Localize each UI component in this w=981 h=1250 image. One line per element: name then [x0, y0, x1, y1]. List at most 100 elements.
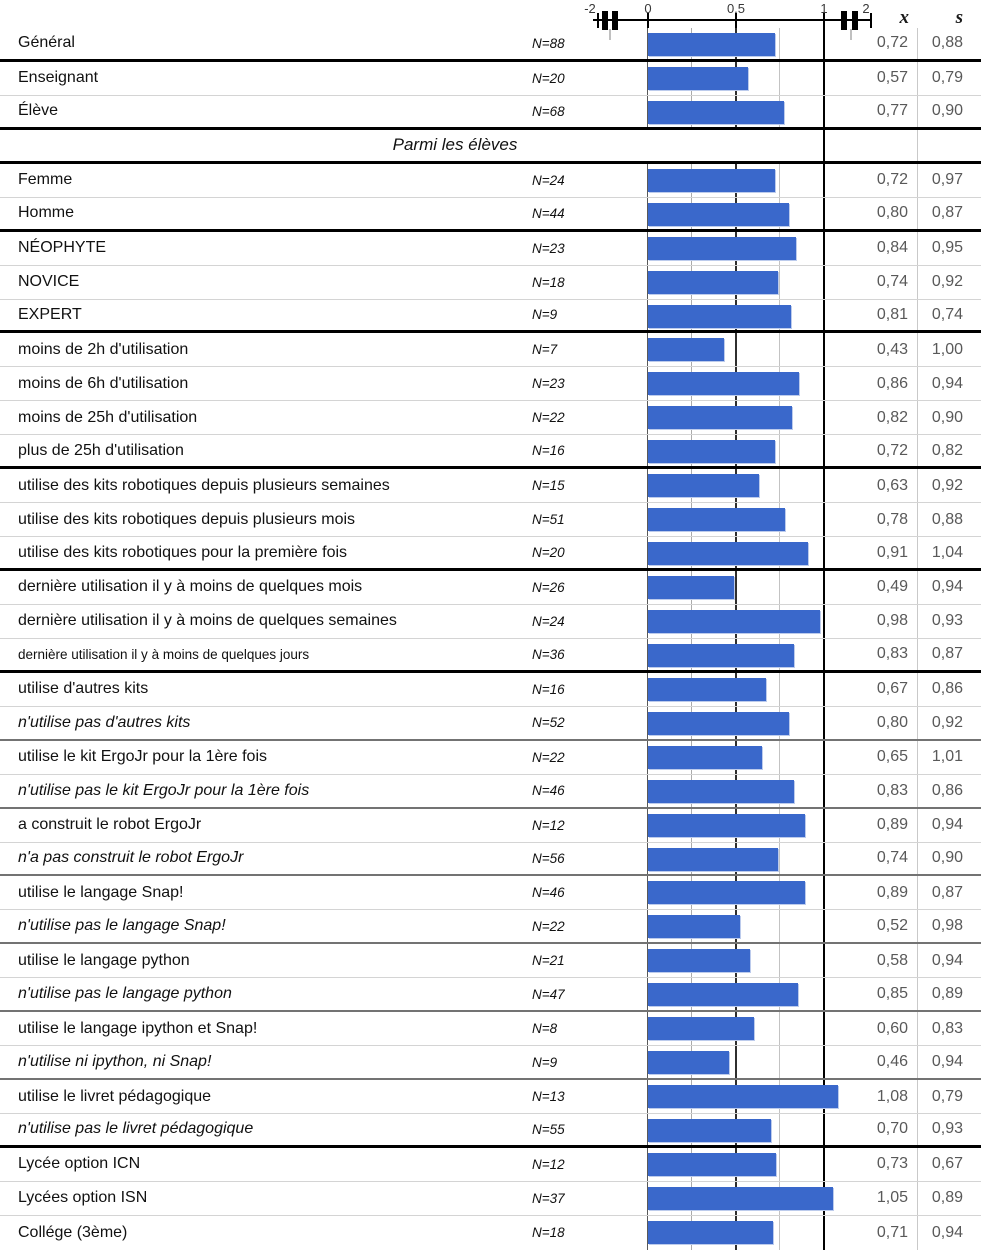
mean-bar — [648, 474, 759, 498]
gridline — [779, 333, 780, 367]
table-row: dernière utilisation il y à moins de que… — [0, 604, 981, 639]
bar-chart-cell — [601, 1046, 871, 1079]
sample-size: N=20 — [532, 545, 565, 561]
category-label: utilise des kits robotiques depuis plusi… — [18, 510, 356, 528]
sample-size: N=56 — [532, 850, 565, 866]
table-row: Élève N=68 0,77 0,90 — [0, 95, 981, 130]
category-label: Enseignant — [18, 69, 99, 87]
gridline — [647, 774, 648, 807]
sample-size: N=9 — [532, 307, 558, 323]
axis-tick-label: 0 — [644, 1, 652, 16]
mean-bar — [648, 1051, 729, 1075]
gridline — [823, 944, 825, 978]
sd-value: 1,00 — [917, 333, 981, 367]
mean-value: 0,82 — [876, 408, 908, 426]
mean-bar — [648, 1085, 838, 1109]
sample-size: N=22 — [532, 749, 565, 765]
bar-chart-cell — [601, 842, 871, 875]
gridline — [779, 163, 780, 197]
table-row: utilise le langage ipython et Snap! N=8 0,… — [0, 1012, 981, 1047]
sample-size: N=23 — [532, 376, 565, 392]
axis-line — [593, 19, 872, 21]
gridline — [823, 571, 825, 604]
axis-tick-label: -2 — [584, 1, 596, 16]
gridline — [647, 401, 648, 435]
column-separator — [917, 129, 918, 161]
category-label: dernière utilisation il y à moins de que… — [18, 612, 397, 630]
mean-bar — [648, 202, 789, 226]
bar-chart-cell — [601, 1114, 871, 1145]
category-label: NÉOPHYTE — [18, 239, 107, 257]
mean-value: 0,65 — [876, 748, 908, 766]
bar-chart-cell — [601, 197, 871, 229]
bar-chart-cell — [601, 1147, 871, 1181]
mean-value: 0,98 — [876, 612, 908, 630]
sample-size: N=16 — [532, 681, 565, 697]
gridline — [647, 299, 648, 331]
mean-value: 0,57 — [876, 69, 908, 87]
sample-size: N=51 — [532, 512, 565, 528]
sd-value: 0,95 — [917, 231, 981, 265]
sample-size: N=37 — [532, 1190, 565, 1206]
mean-bar — [648, 609, 820, 633]
category-label: a construit le robot ErgoJr — [18, 816, 202, 834]
bar-chart-cell — [601, 706, 871, 739]
gridline — [647, 740, 648, 774]
gridline — [823, 95, 825, 127]
sd-value: 0,88 — [917, 28, 981, 59]
category-label: n'utilise pas le kit ErgoJr pour la 1ère… — [18, 781, 310, 799]
category-label: n'utilise ni ipython, ni Snap! — [18, 1053, 212, 1071]
axis-break-left-sub — [609, 29, 611, 40]
mean-column-header: x — [899, 7, 910, 28]
gridline — [823, 231, 825, 265]
mean-value: 0,84 — [876, 239, 908, 257]
bar-chart-cell — [601, 95, 871, 127]
gridline — [779, 1012, 780, 1046]
chart-axis: -2 0 0,5 1 2 x s — [0, 0, 981, 40]
mean-value: 0,85 — [876, 985, 908, 1003]
gridline — [823, 333, 825, 367]
gridline — [823, 265, 825, 299]
table-row: Collége (3ème) N=18 0,71 0,94 — [0, 1215, 981, 1250]
mean-value: 0,83 — [876, 781, 908, 799]
mean-value: 0,80 — [876, 204, 908, 222]
category-label: utilise le langage python — [18, 951, 190, 969]
sample-size: N=44 — [532, 205, 565, 221]
gridline — [647, 163, 648, 197]
gridline — [647, 944, 648, 978]
category-label: plus de 25h d'utilisation — [18, 441, 184, 459]
gridline — [779, 1147, 780, 1181]
mean-bar — [648, 236, 796, 260]
mean-bar — [648, 406, 792, 430]
gridline — [647, 265, 648, 299]
category-label: dernière utilisation il y à moins de que… — [18, 646, 310, 662]
bar-chart-cell — [601, 503, 871, 537]
table-row: n'utilise pas le kit ErgoJr pour la 1ère… — [0, 774, 981, 809]
category-label: Élève — [18, 102, 59, 120]
gridline — [647, 910, 648, 943]
gridline — [647, 876, 648, 910]
mean-value: 0,67 — [876, 680, 908, 698]
table-row: dernière utilisation il y à moins de que… — [0, 638, 981, 673]
table-row: n'utilise pas le langage python N=47 0,85 0… — [0, 978, 981, 1013]
mean-bar — [648, 1017, 754, 1041]
gridline — [823, 978, 825, 1011]
mean-bar — [648, 881, 805, 905]
sd-value: 0,97 — [917, 163, 981, 197]
axis-tick-label: 0,5 — [726, 1, 746, 16]
gridline — [779, 1046, 780, 1079]
mean-value: 0,83 — [876, 645, 908, 663]
sd-value: 0,74 — [917, 299, 981, 331]
sd-value: 0,67 — [917, 1147, 981, 1181]
bar-chart-cell — [601, 638, 871, 670]
bar-chart-cell — [601, 367, 871, 401]
gridline — [823, 1147, 825, 1181]
sample-size: N=24 — [532, 613, 565, 629]
sd-value: 0,94 — [917, 808, 981, 842]
category-label: n'utilise pas le livret pédagogique — [18, 1120, 254, 1138]
gridline — [779, 944, 780, 978]
category-label: n'utilise pas le langage python — [18, 985, 232, 1003]
table-row: n'utilise pas d'autres kits N=52 0,80 0,92 — [0, 706, 981, 741]
mean-value: 0,89 — [876, 883, 908, 901]
mean-value: 0,70 — [876, 1120, 908, 1138]
